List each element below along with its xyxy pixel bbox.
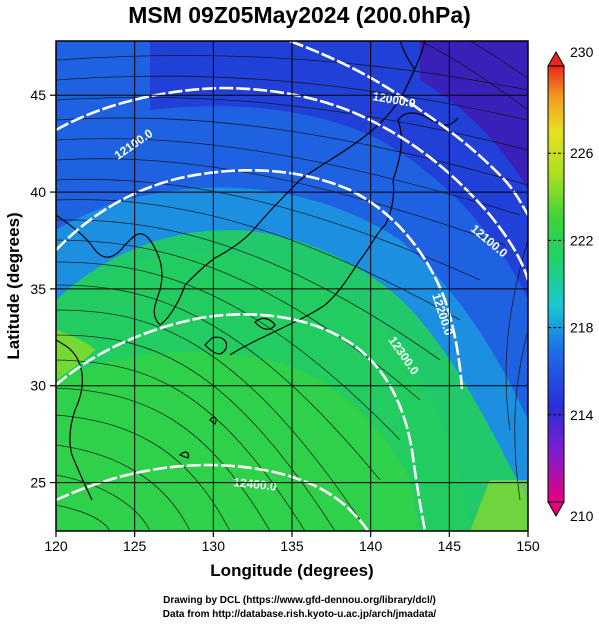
- y-axis-title: Latitude (degrees): [4, 212, 23, 359]
- x-tick-label: 125: [123, 538, 147, 554]
- x-tick-label: 140: [359, 538, 383, 554]
- x-tick-label: 135: [280, 538, 304, 554]
- y-tick-label: 25: [30, 475, 46, 491]
- lat-lon-grid: [56, 41, 528, 531]
- chart-title: MSM 09Z05May2024 (200.0hPa): [128, 2, 471, 28]
- colorbar-bottom-arrow: [547, 501, 565, 518]
- colorbar: 230 226 222 218 214 210: [547, 44, 594, 524]
- y-tick-label: 30: [30, 378, 46, 394]
- y-axis-ticks: 25 30 35 40 45: [30, 87, 56, 491]
- colorbar-scale: [547, 65, 565, 503]
- colorbar-tick-label: 210: [570, 508, 594, 524]
- y-tick-label: 40: [30, 184, 46, 200]
- credits: Drawing by DCL (https://www.gfd-dennou.o…: [0, 594, 599, 622]
- y-tick-label: 35: [30, 281, 46, 297]
- y-tick-label: 45: [30, 87, 46, 103]
- x-axis-title: Longitude (degrees): [210, 561, 373, 580]
- x-tick-label: 145: [438, 538, 462, 554]
- x-tick-label: 120: [44, 538, 68, 554]
- credit-drawing: Drawing by DCL (https://www.gfd-dennou.o…: [163, 595, 436, 606]
- colorbar-top-arrow: [547, 50, 565, 67]
- x-tick-label: 150: [516, 538, 540, 554]
- contour-label-12400: 12400.0: [233, 475, 278, 493]
- colorbar-tick-label: 222: [570, 232, 594, 248]
- colorbar-tick-label: 214: [570, 407, 594, 423]
- height-contours: [56, 41, 528, 531]
- x-tick-label: 130: [202, 538, 226, 554]
- colorbar-tick-label: 230: [570, 44, 594, 60]
- x-axis-ticks: 120 125 130 135 140 145 150: [44, 531, 540, 554]
- colorbar-ticks: 230 226 222 218 214 210: [548, 44, 594, 524]
- colorbar-tick-label: 226: [570, 145, 594, 161]
- colorbar-tick-label: 218: [570, 320, 594, 336]
- credit-data: Data from http://database.rish.kyoto-u.a…: [162, 609, 437, 620]
